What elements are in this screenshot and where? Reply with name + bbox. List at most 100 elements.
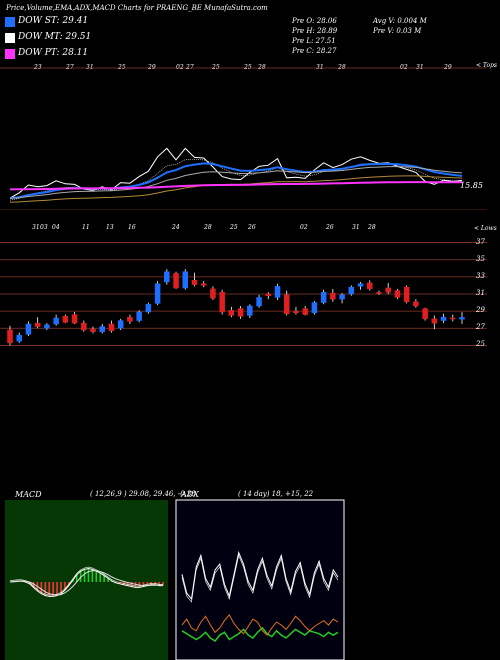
candle-body [219,292,225,313]
candle-body [71,314,78,324]
low-date-label: 28 [368,224,376,231]
low-date-label: 26 [248,224,256,231]
legend-swatch-mt [5,33,15,43]
low-date-label: 28 [204,224,212,231]
price-tick-label: 31 [476,289,485,297]
price-tick-label: 33 [476,271,485,280]
top-date-label: 28 [258,64,266,71]
candle-body [164,271,170,283]
low-date-label: 26 [326,224,334,231]
candle-body [413,301,419,307]
top-date-label: 25 [212,64,220,71]
low-date-label: 25 [230,224,238,231]
candle-body [154,283,161,304]
legend-dow-pt: DOW PT: 28.11 [18,48,89,58]
candle-body [274,286,281,298]
candle-body [293,310,299,314]
candle-panel [0,242,487,346]
legend-dow-mt: DOW MT: 29.51 [18,32,92,42]
candle-body [90,328,96,332]
low-date-label: 04 [52,224,60,231]
top-date-label: 28 [338,64,346,71]
top-date-label: 31 [416,64,424,71]
candle-body [117,320,124,329]
candle-body [320,292,327,303]
candle-body [385,287,391,293]
macd-label: MACD [15,490,42,499]
top-date-label: 25 [244,64,252,71]
candle-body [283,294,290,314]
candle-body [367,282,373,290]
ohlc-open: Pre O: 28.06 [292,17,337,25]
candle-body [81,322,87,331]
candle-body [431,318,438,324]
adx-label: ADX [181,490,199,499]
candle-body [44,324,50,329]
candle-body [247,305,253,316]
macd-line-shadow [9,566,163,596]
candle-body [182,271,189,289]
adx-values: ( 14 day) 18, +15, 22 [238,490,314,498]
candle-body [34,322,41,327]
minus-di-line [181,614,339,636]
candle-body [339,294,345,300]
top-date-label: 31 [86,64,94,71]
dow-pt-line [9,181,462,191]
candle-body [127,316,133,322]
macd-signal-line [9,570,164,596]
low-date-label: 11 [82,224,90,231]
dow-mt-line [9,166,463,199]
candle-body [173,273,179,289]
top-date-label: 31 [316,64,324,71]
candle-body [228,310,235,316]
candle-body [99,326,105,332]
top-date-label: 25 [118,64,126,71]
price-tick-label: 35 [476,254,485,263]
candle-body [311,302,318,314]
low-date-label: 03 [40,224,48,231]
candle-body [450,317,456,320]
tops-label: < Tops [476,62,498,69]
low-date-label: 16 [128,224,136,231]
macd-values: ( 12,26,9 ) 29.08, 29.46, -0.38 [90,490,196,498]
legend-dow-st: DOW ST: 29.41 [18,16,89,26]
ohlc-high: Pre H: 28.89 [292,27,338,35]
ohlc-avg-volume: Avg V: 0.004 M [373,17,427,25]
candle-body [459,317,465,320]
low-date-label: 13 [106,224,114,231]
plus-di-line [181,626,339,642]
candle-body [62,316,69,323]
candle-body [7,329,13,344]
price-tick-label: 27 [476,323,485,332]
legend-swatch-st [5,17,15,27]
price-tick-label: 37 [476,237,485,246]
top-date-label: 23 [34,64,42,71]
candle-body [53,317,59,325]
chart-title: Price,Volume,EMA,ADX,MACD Charts for PRA… [6,4,268,12]
candle-body [357,283,364,287]
candle-body [108,323,115,332]
candle-body [25,323,32,335]
candle-body [237,308,244,317]
top-date-label: 29 [148,64,156,71]
adx-line [181,550,339,601]
candle-body [191,280,198,285]
candle-body [16,334,22,342]
candle-body [200,283,207,286]
candle-body [348,286,355,295]
candle-body [302,308,308,315]
top-date-label: 02 [176,64,184,71]
candle-body [440,316,447,321]
candle-body [422,308,428,320]
ohlc-close: Pre C: 28.27 [292,47,337,55]
low-date-label: 31 [352,224,360,231]
price-line [9,147,463,199]
price-tick-label: 25 [476,340,485,349]
lows-label: < Lows [474,225,497,232]
low-date-label: 02 [300,224,308,231]
candle-body [330,292,336,300]
candle-body [145,304,152,313]
